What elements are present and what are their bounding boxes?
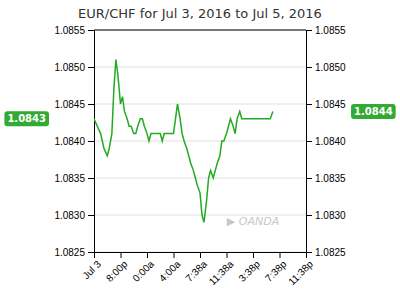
tick-label: Jul 3	[80, 258, 103, 281]
tick-mark	[88, 30, 94, 31]
tick-label: 1.0850	[315, 62, 346, 73]
tick-label: 0:00a	[131, 258, 157, 284]
tick: 7:38a	[184, 252, 210, 284]
tick-mark	[88, 252, 94, 253]
tick: 1.0825	[54, 247, 94, 258]
tick-mark	[306, 141, 312, 142]
tick-label: 1.0835	[54, 173, 85, 184]
tick-mark	[227, 252, 228, 258]
tick: 1.0830	[306, 210, 346, 221]
grid-line	[94, 141, 306, 142]
tick-mark	[306, 67, 312, 68]
tick-label: 1.0825	[54, 247, 85, 258]
tick-label: 1.0850	[54, 62, 85, 73]
y-axis: 1.0825 1.0830 1.0835 1.0840 1.0845 1.0850 1.08…	[54, 25, 94, 258]
chart: Jul 38:00p0:00a4:00a7:38a11:38a3:38p7:38…	[0, 0, 400, 300]
tick-label: 1.0830	[315, 210, 346, 221]
tick-label: 3:38p	[237, 258, 263, 284]
tick-mark	[306, 30, 312, 31]
tick-label: 7:38p	[263, 258, 289, 284]
tick-label: 1.0840	[315, 136, 346, 147]
tick-mark	[306, 215, 312, 216]
annotations: 1.0843 1.0844 ▶ OANDA	[4, 104, 395, 228]
plot: Jul 38:00p0:00a4:00a7:38a11:38a3:38p7:38…	[4, 25, 395, 288]
tick: 1.0855	[306, 25, 346, 36]
tick-mark	[121, 252, 122, 258]
tick-label: 1.0840	[54, 136, 85, 147]
price-label: 1.0843	[4, 111, 49, 126]
tick: 1.0830	[54, 210, 94, 221]
tick-label: 1.0845	[54, 99, 85, 110]
tick-label: 1.0825	[315, 247, 346, 258]
tick: 11:38p	[286, 252, 315, 287]
tick-mark	[174, 252, 175, 258]
y2-axis: 1.0825 1.0830 1.0835 1.0840 1.0845 1.0850 1.08…	[306, 25, 346, 258]
tick: 3:38p	[237, 252, 263, 284]
price-label-text: 1.0843	[7, 113, 46, 124]
tick-mark	[306, 104, 312, 105]
tick: 1.0835	[54, 173, 94, 184]
tick: 1.0855	[54, 25, 94, 36]
marks	[94, 60, 273, 223]
tick: 1.0835	[306, 173, 346, 184]
line	[94, 60, 273, 223]
title: EUR/CHF for Jul 3, 2016 to Jul 5, 2016	[78, 6, 322, 21]
tick: 1.0825	[306, 247, 346, 258]
watermark: ▶ OANDA	[227, 215, 279, 228]
tick-mark	[306, 252, 312, 253]
tick: 0:00a	[131, 252, 157, 284]
tick-mark	[280, 252, 281, 258]
tick: 8:00p	[104, 252, 130, 284]
tick-label: 8:00p	[104, 258, 130, 284]
tick-mark	[200, 252, 201, 258]
tick: 1.0840	[54, 136, 94, 147]
price-label-text: 1.0844	[354, 106, 393, 117]
tick-label: 11:38a	[207, 258, 236, 287]
grid	[94, 30, 306, 252]
tick: 7:38p	[263, 252, 289, 284]
tick-label: 11:38p	[286, 258, 315, 287]
tick: 1.0845	[54, 99, 94, 110]
tick: 1.0850	[54, 62, 94, 73]
tick-label: 1.0830	[54, 210, 85, 221]
tick: 1.0840	[306, 136, 346, 147]
price-label-box	[4, 111, 49, 126]
tick-label: 1.0845	[315, 99, 346, 110]
tick-mark	[88, 215, 94, 216]
tick-label: 4:00a	[157, 258, 183, 284]
tick-label: 1.0855	[315, 25, 346, 36]
grid-line	[94, 30, 306, 31]
price-label-box	[351, 104, 396, 119]
tick-mark	[253, 252, 254, 258]
tick-label: 1.0835	[315, 173, 346, 184]
tick: 11:38a	[207, 252, 236, 287]
tick: 4:00a	[157, 252, 183, 284]
tick-mark	[306, 178, 312, 179]
tick-mark	[147, 252, 148, 258]
tick-label: 1.0855	[54, 25, 85, 36]
grid-line	[94, 178, 306, 179]
tick: 1.0845	[306, 99, 346, 110]
axis-line	[95, 253, 307, 259]
tick-mark	[88, 67, 94, 68]
grid-line	[94, 104, 306, 105]
axis-line	[307, 31, 313, 253]
tick-mark	[88, 178, 94, 179]
x-axis: Jul 38:00p0:00a4:00a7:38a11:38a3:38p7:38…	[80, 252, 315, 287]
grid-line	[94, 67, 306, 68]
tick-label: 7:38a	[184, 258, 210, 284]
price-label: 1.0844	[351, 104, 396, 119]
frame	[94, 30, 306, 31]
tick-mark	[88, 141, 94, 142]
tick-mark	[88, 104, 94, 105]
tick: 1.0850	[306, 62, 346, 73]
axis-line	[88, 31, 95, 253]
